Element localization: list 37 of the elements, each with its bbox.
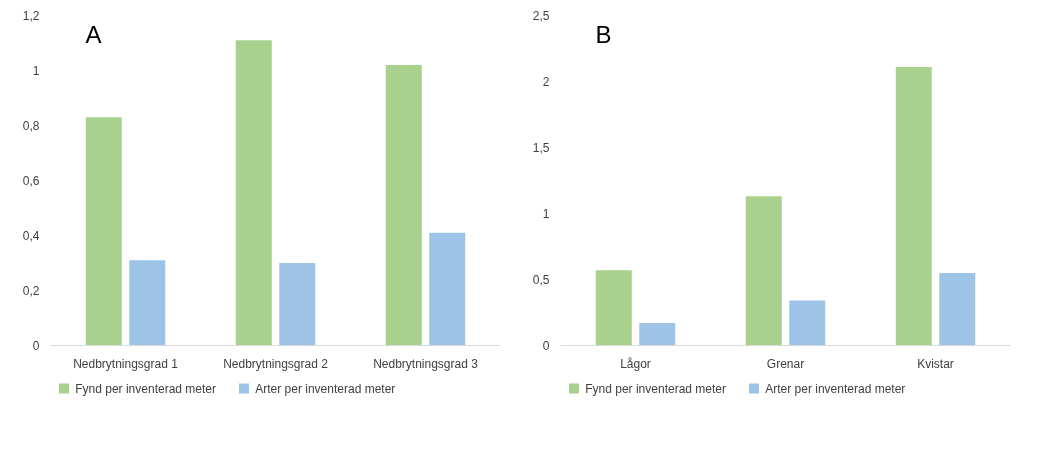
legend-label: Fynd per inventerad meter: [75, 381, 216, 396]
bar: [279, 263, 316, 346]
legend-label: Fynd per inventerad meter: [585, 381, 726, 396]
bar: [129, 260, 166, 346]
x-tick-label: Grenar: [766, 356, 805, 371]
y-tick-label: 1: [542, 207, 550, 221]
annotation: B: [595, 20, 612, 48]
y-tick-label: 2: [542, 75, 550, 89]
y-tick-label: 0,8: [22, 119, 40, 133]
y-tick-label: 0,5: [532, 273, 550, 287]
bar: [429, 232, 466, 346]
x-tick-label: Lågor: [620, 356, 651, 371]
bar: [85, 117, 122, 346]
bar: [595, 270, 632, 346]
bar: [385, 65, 422, 346]
x-tick-label: Kvistar: [917, 356, 954, 371]
x-tick-label: Nedbrytningsgrad 2: [223, 356, 329, 371]
y-tick-label: 0: [542, 339, 550, 353]
bar: [745, 196, 782, 346]
legend-label: Arter per inventerad meter: [765, 381, 906, 396]
bar: [235, 40, 272, 346]
bar: [895, 66, 932, 346]
x-tick-label: Nedbrytningsgrad 3: [373, 356, 479, 371]
y-tick-label: 1,5: [532, 141, 550, 155]
legend-label: Arter per inventerad meter: [255, 381, 396, 396]
y-tick-label: 0: [32, 339, 40, 353]
bar: [939, 272, 976, 346]
x-tick-label: Nedbrytningsgrad 1: [73, 356, 179, 371]
y-tick-label: 2,5: [532, 9, 550, 23]
y-tick-label: 0,4: [22, 229, 40, 243]
y-tick-label: 1: [32, 64, 40, 78]
bar: [789, 300, 826, 346]
annotation: A: [85, 20, 102, 48]
y-tick-label: 0,6: [22, 174, 40, 188]
y-tick-label: 1,2: [22, 9, 40, 23]
bar: [639, 323, 676, 346]
y-tick-label: 0,2: [22, 284, 40, 298]
